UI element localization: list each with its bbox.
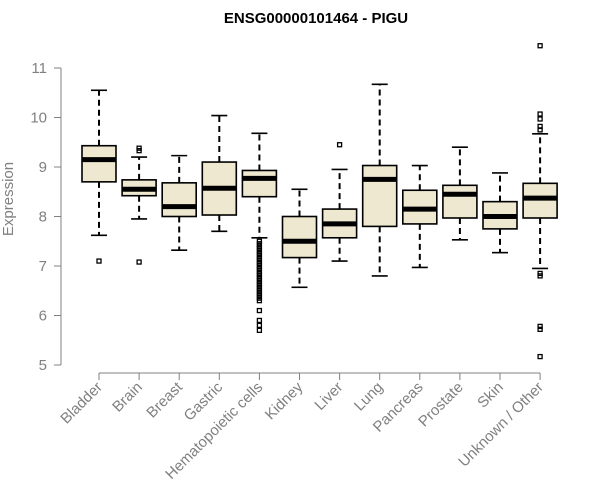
outlier-point bbox=[136, 145, 142, 151]
boxes bbox=[81, 43, 558, 360]
iqr-box bbox=[241, 169, 278, 198]
outlier-point bbox=[336, 142, 343, 148]
y-axis-label: Expression bbox=[0, 162, 17, 236]
box-group bbox=[161, 154, 197, 251]
outlier-point bbox=[96, 258, 102, 264]
x-tick-label: Skin bbox=[474, 379, 507, 412]
outlier-point bbox=[537, 111, 543, 117]
y-tick-label: 8 bbox=[39, 209, 47, 226]
box-group bbox=[281, 188, 318, 289]
x-tick-label: Kidney bbox=[262, 378, 307, 423]
iqr-box bbox=[361, 164, 398, 228]
x-tick-label: Prostate bbox=[415, 379, 467, 431]
iqr-box bbox=[281, 215, 318, 259]
box-group bbox=[321, 142, 358, 262]
y-tick-label: 11 bbox=[31, 60, 47, 77]
outlier-point bbox=[537, 273, 543, 279]
y-tick-label: 9 bbox=[39, 159, 47, 176]
box-group bbox=[201, 114, 238, 233]
box-group bbox=[442, 146, 478, 241]
y-tick-label: 6 bbox=[39, 308, 47, 325]
outlier-point bbox=[256, 322, 263, 329]
x-tick-label: Bladder bbox=[57, 379, 106, 428]
outlier-point bbox=[537, 127, 543, 133]
y-tick-label: 10 bbox=[30, 110, 47, 127]
iqr-box bbox=[161, 182, 197, 218]
outlier-point bbox=[537, 43, 543, 49]
box-group bbox=[81, 89, 117, 264]
outlier-point bbox=[256, 327, 263, 334]
y-ticks: 5 6 7 8 9 10 11 bbox=[30, 60, 61, 374]
outlier-point bbox=[136, 259, 142, 265]
box-group bbox=[401, 164, 438, 269]
box-group bbox=[241, 132, 278, 334]
outlier-point bbox=[537, 353, 543, 360]
x-tick-label: Lung bbox=[351, 379, 387, 415]
x-tick-label: Liver bbox=[311, 379, 346, 414]
box-group bbox=[121, 145, 157, 265]
box-group bbox=[522, 43, 558, 360]
outlier-point bbox=[537, 116, 543, 122]
outlier-point bbox=[537, 323, 543, 330]
y-tick-label: 7 bbox=[39, 258, 47, 275]
outlier-point bbox=[256, 307, 263, 314]
outlier-point bbox=[256, 317, 263, 324]
box-group bbox=[482, 172, 518, 254]
outlier-point bbox=[256, 297, 263, 304]
x-tick-label: Breast bbox=[143, 378, 186, 421]
box-group bbox=[361, 83, 398, 277]
iqr-box bbox=[81, 144, 117, 183]
x-tick-label: Brain bbox=[109, 379, 146, 416]
chart-title: ENSG00000101464 - PIGU bbox=[224, 10, 408, 27]
outlier-point bbox=[537, 326, 543, 333]
y-tick-label: 5 bbox=[39, 357, 47, 374]
iqr-box bbox=[442, 184, 478, 219]
